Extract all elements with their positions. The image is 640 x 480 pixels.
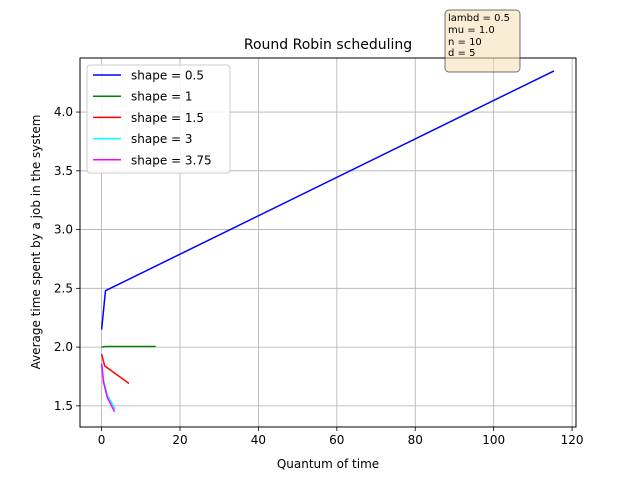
series-line [100,70,555,330]
annotation-line: d = 5 [448,48,475,59]
x-tick-label: 0 [98,433,106,447]
y-tick-label: 3.0 [54,223,73,237]
y-tick-label: 2.0 [54,340,73,354]
legend-label: shape = 3 [131,132,193,146]
annotation-box [444,9,521,73]
series-lines [100,70,555,413]
annotation-line: lambd = 0.5 [448,13,510,24]
y-axis-label: Average time spent by a job in the syste… [29,115,43,370]
series-line [100,353,130,385]
grid [80,58,576,427]
legend-label: shape = 1 [131,90,193,104]
y-tick-label: 2.5 [54,281,73,295]
x-tick-label: 80 [408,433,423,447]
annotation-line: n = 10 [448,37,482,48]
parameter-annotation: lambd = 0.5 mu = 1.0 n = 10 d = 5 [444,9,521,73]
legend-box [86,64,231,174]
chart-title: Round Robin scheduling [244,37,412,53]
legend: shape = 0.5 shape = 1 shape = 1.5 shape = 3… [86,64,231,174]
legend-label: shape = 0.5 [131,69,204,83]
series-line [101,345,156,348]
legend-label: shape = 1.5 [131,111,204,125]
x-tick-label: 120 [561,433,584,447]
x-tick-label: 20 [172,433,187,447]
axis-ticks: 0 20 40 60 80 100 120 1.5 2.0 2.5 3.0 3.5 4.0 [54,105,584,447]
annotation-line: mu = 1.0 [448,25,495,36]
y-tick-label: 4.0 [54,105,73,119]
plot-frame [79,57,577,428]
y-tick-label: 3.5 [54,164,73,178]
x-axis-label: Quantum of time [277,457,379,471]
x-tick-label: 100 [482,433,505,447]
series-line [100,363,116,413]
x-tick-label: 40 [251,433,266,447]
x-tick-label: 60 [329,433,344,447]
y-tick-label: 1.5 [54,399,73,413]
legend-label: shape = 3.75 [131,153,212,167]
